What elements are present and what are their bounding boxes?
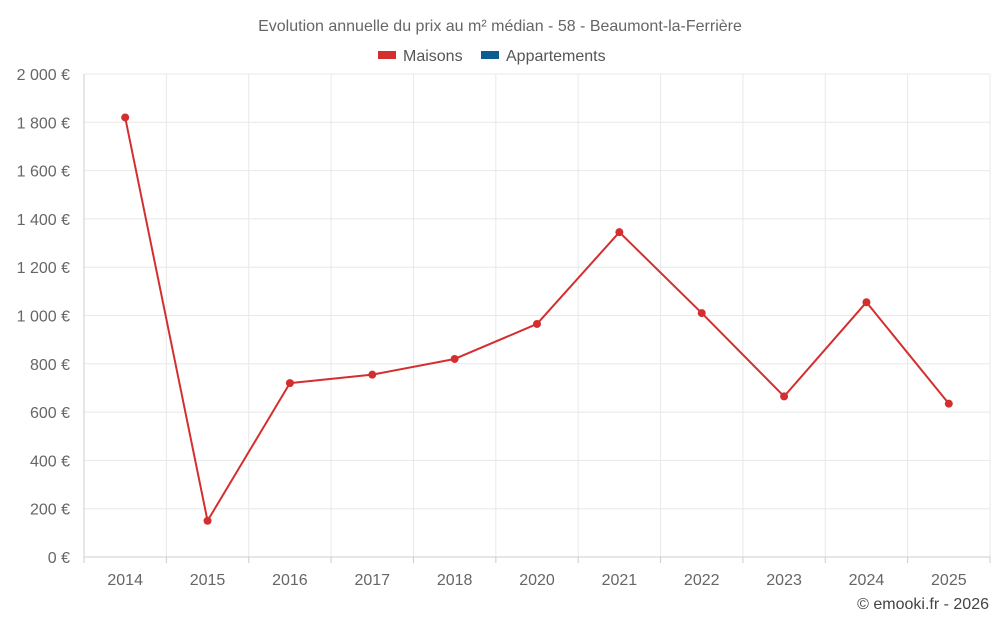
y-tick-label: 2 000 € [17,67,70,84]
x-tick-label: 2017 [354,572,390,589]
series-maisons [121,113,953,525]
data-point-maisons[interactable] [368,370,377,379]
data-point-maisons[interactable] [450,354,459,363]
data-point-maisons[interactable] [533,319,541,328]
legend-swatch-maisons [378,51,396,59]
data-point-maisons[interactable] [615,228,624,237]
legend-item-maisons[interactable]: Maisons [378,48,463,65]
data-point-maisons[interactable] [285,379,294,388]
legend-label-maisons: Maisons [403,48,463,65]
x-tick-label: 2015 [190,572,226,589]
chart-title: Evolution annuelle du prix au m² médian … [258,18,742,35]
y-tick-label: 400 € [30,453,70,470]
y-axis-ticks: 0 € 200 € 400 € 600 € 800 € 1 000 € 1 200 € 1 4… [17,67,70,567]
data-point-maisons[interactable] [121,113,130,122]
data-point-maisons[interactable] [862,298,871,307]
x-axis-ticks: 2014 2015 2016 2017 2018 2020 2021 2022 2023 2024… [107,572,966,589]
legend: Maisons Appartements [378,48,606,65]
x-tick-label: 2014 [107,572,143,589]
x-tick-label: 2024 [849,572,885,589]
legend-item-appartements[interactable]: Appartements [481,48,606,65]
x-tick-label: 2018 [437,572,473,589]
legend-label-appartements: Appartements [506,48,606,65]
y-tick-label: 0 € [48,550,70,567]
y-tick-label: 200 € [30,502,70,519]
y-tick-label: 600 € [30,405,70,422]
data-point-maisons[interactable] [944,399,953,408]
x-tick-label: 2016 [272,572,308,589]
y-tick-label: 1 200 € [17,260,70,277]
data-point-maisons[interactable] [697,309,706,318]
credit-text: © emooki.fr - 2026 [857,596,989,613]
legend-swatch-appartements [481,51,499,59]
y-tick-label: 1 800 € [17,115,70,132]
x-tick-label: 2022 [684,572,720,589]
x-tick-label: 2025 [931,572,967,589]
data-point-maisons[interactable] [203,516,212,525]
axes [83,74,991,563]
y-tick-label: 1 400 € [17,212,70,229]
x-tick-label: 2020 [519,572,555,589]
y-tick-label: 800 € [30,357,70,374]
x-tick-label: 2021 [602,572,638,589]
data-point-maisons[interactable] [780,392,789,401]
y-tick-label: 1 600 € [17,164,70,181]
x-tick-label: 2023 [766,572,802,589]
y-tick-label: 1 000 € [17,309,70,326]
